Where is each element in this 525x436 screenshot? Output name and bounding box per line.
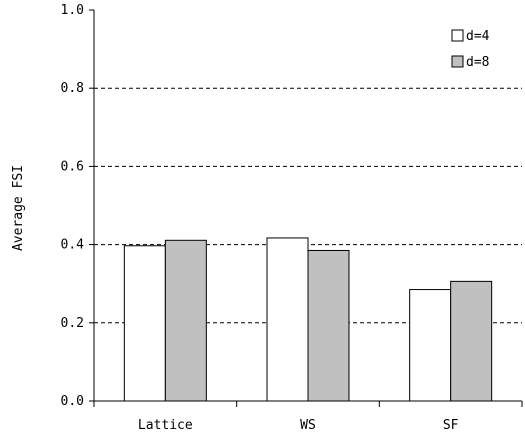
bar-lattice-d4 — [123, 245, 166, 402]
tick-labels: 0.0 0.2 0.4 0.6 0.8 1.0 Lattice WS SF — [61, 3, 459, 433]
legend-swatch — [451, 55, 464, 68]
y-tick-label: 0.8 — [61, 81, 84, 96]
y-axis-label: Average FSI — [11, 165, 26, 251]
bar-sf-d8 — [450, 280, 493, 402]
y-tick-label: 0.4 — [61, 238, 85, 253]
y-tick-label: 0.0 — [61, 394, 84, 409]
legend: d=4 d=8 — [451, 29, 490, 70]
axes — [89, 9, 523, 407]
bar-ws-d8 — [307, 249, 350, 402]
bar-lattice-d8 — [164, 239, 207, 402]
bars — [123, 237, 493, 402]
legend-label: d=4 — [466, 29, 490, 44]
x-tick-label: Lattice — [138, 418, 193, 433]
y-tick-label: 1.0 — [61, 3, 84, 18]
bar-sf-d4 — [409, 289, 452, 402]
bar-ws-d4 — [266, 237, 309, 402]
legend-swatch — [451, 29, 464, 42]
x-tick-label: SF — [443, 418, 459, 433]
y-tick-label: 0.2 — [61, 316, 84, 331]
x-tick-label: WS — [300, 418, 316, 433]
legend-label: d=8 — [466, 55, 489, 70]
y-tick-label: 0.6 — [61, 159, 84, 174]
